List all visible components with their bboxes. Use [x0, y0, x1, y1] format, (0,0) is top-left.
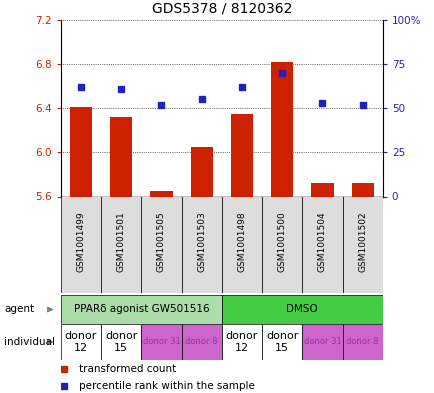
Bar: [311, 183, 333, 196]
Bar: [261, 196, 302, 293]
Text: GSM1001504: GSM1001504: [317, 211, 326, 272]
Bar: [351, 183, 373, 196]
Text: GSM1001502: GSM1001502: [357, 211, 366, 272]
Text: donor
12: donor 12: [65, 331, 97, 353]
Bar: [302, 324, 342, 360]
Bar: [61, 295, 221, 324]
Bar: [221, 196, 261, 293]
Text: GSM1001505: GSM1001505: [157, 211, 166, 272]
Bar: [342, 324, 382, 360]
Bar: [342, 196, 382, 293]
Text: GSM1001499: GSM1001499: [76, 211, 85, 272]
Bar: [141, 324, 181, 360]
Text: donor 31: donor 31: [142, 338, 180, 346]
Bar: [101, 196, 141, 293]
Text: GSM1001500: GSM1001500: [277, 211, 286, 272]
Text: PPARδ agonist GW501516: PPARδ agonist GW501516: [73, 305, 209, 314]
Bar: [302, 196, 342, 293]
Bar: [270, 62, 293, 196]
Text: donor
15: donor 15: [105, 331, 137, 353]
Text: GSM1001503: GSM1001503: [197, 211, 206, 272]
Bar: [61, 196, 101, 293]
Text: GSM1001501: GSM1001501: [116, 211, 125, 272]
Text: donor 31: donor 31: [303, 338, 341, 346]
Text: agent: agent: [4, 305, 34, 314]
Bar: [221, 295, 382, 324]
Text: DMSO: DMSO: [286, 305, 317, 314]
Bar: [230, 114, 253, 196]
Title: GDS5378 / 8120362: GDS5378 / 8120362: [151, 2, 291, 16]
Bar: [70, 107, 92, 196]
Text: donor
15: donor 15: [266, 331, 298, 353]
Text: donor
12: donor 12: [225, 331, 257, 353]
Text: donor 8: donor 8: [185, 338, 217, 346]
Text: GSM1001498: GSM1001498: [237, 211, 246, 272]
Bar: [190, 147, 212, 196]
Bar: [101, 324, 141, 360]
Bar: [181, 196, 221, 293]
Text: individual: individual: [4, 337, 55, 347]
Bar: [61, 324, 101, 360]
Bar: [110, 117, 132, 196]
Bar: [150, 191, 172, 196]
Bar: [181, 324, 221, 360]
Bar: [221, 324, 261, 360]
Bar: [141, 196, 181, 293]
Text: transformed count: transformed count: [79, 364, 175, 374]
Text: percentile rank within the sample: percentile rank within the sample: [79, 381, 254, 391]
Text: donor 8: donor 8: [345, 338, 378, 346]
Bar: [261, 324, 302, 360]
